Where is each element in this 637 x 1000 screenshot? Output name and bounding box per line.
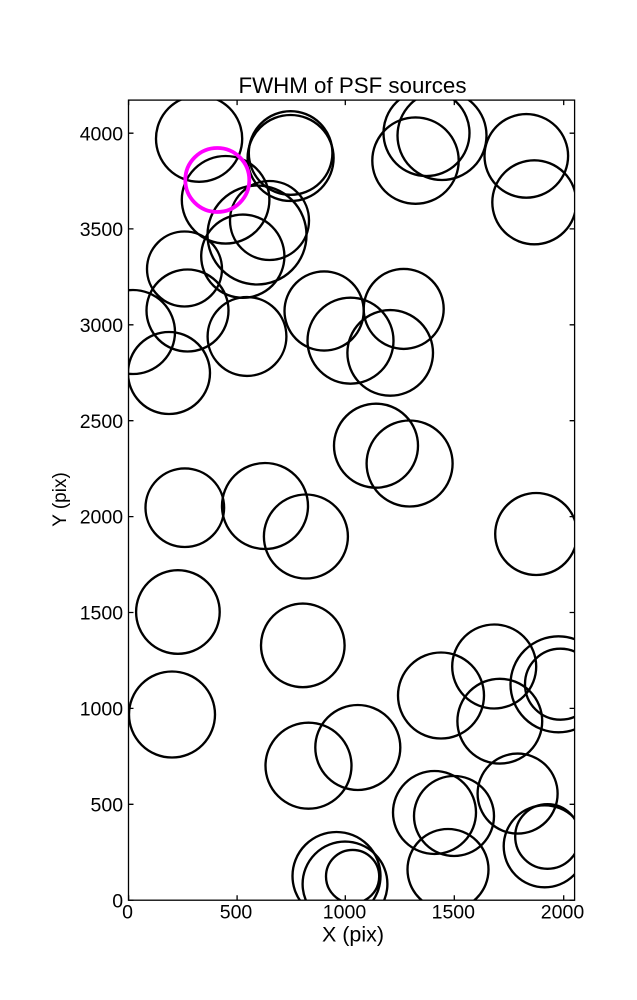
svg-text:1500: 1500 <box>432 902 476 924</box>
svg-text:FWHM of PSF sources: FWHM of PSF sources <box>239 73 467 98</box>
svg-text:3500: 3500 <box>80 219 124 241</box>
svg-text:0: 0 <box>112 890 123 912</box>
svg-text:500: 500 <box>220 902 253 924</box>
svg-text:1000: 1000 <box>323 902 367 924</box>
svg-text:2000: 2000 <box>80 507 124 529</box>
svg-text:4000: 4000 <box>80 123 124 145</box>
svg-text:2000: 2000 <box>541 902 585 924</box>
svg-text:500: 500 <box>91 794 124 816</box>
svg-text:1500: 1500 <box>80 603 124 625</box>
svg-text:Y (pix): Y (pix) <box>50 472 71 527</box>
svg-text:3000: 3000 <box>80 315 124 337</box>
svg-text:0: 0 <box>122 902 133 924</box>
svg-text:2500: 2500 <box>80 411 124 433</box>
svg-text:1000: 1000 <box>80 699 124 721</box>
svg-text:X (pix): X (pix) <box>322 923 384 947</box>
